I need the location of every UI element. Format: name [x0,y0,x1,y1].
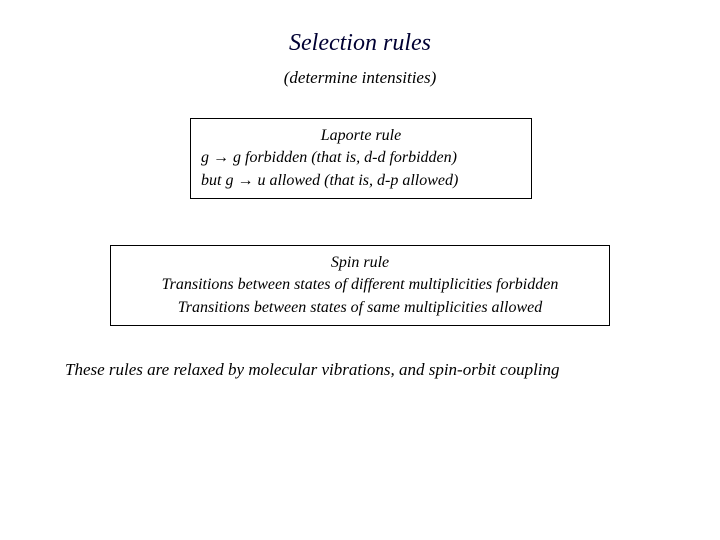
arrow-icon: → [213,149,229,166]
footnote-text: These rules are relaxed by molecular vib… [65,360,560,380]
page-title: Selection rules [0,30,720,57]
laporte-rule-box: Laporte rule g → g forbidden (that is, d… [190,118,532,199]
spin-rule-title: Spin rule [121,252,599,274]
arrow-icon: → [237,172,253,189]
laporte-rule-title: Laporte rule [201,125,521,147]
laporte-line1-part-b: g forbidden (that is, d-d forbidden) [229,149,457,166]
spin-rule-box: Spin rule Transitions between states of … [110,245,610,326]
laporte-rule-line-1: g → g forbidden (that is, d-d forbidden) [201,147,521,169]
laporte-line2-part-b: u allowed (that is, d-p allowed) [253,172,458,189]
laporte-line2-part-a: but g [201,172,237,189]
page-subtitle: (determine intensities) [0,68,720,88]
laporte-line1-part-a: g [201,149,213,166]
spin-rule-line-1: Transitions between states of different … [121,274,599,296]
laporte-rule-line-2: but g → u allowed (that is, d-p allowed) [201,170,521,192]
spin-rule-line-2: Transitions between states of same multi… [121,297,599,319]
